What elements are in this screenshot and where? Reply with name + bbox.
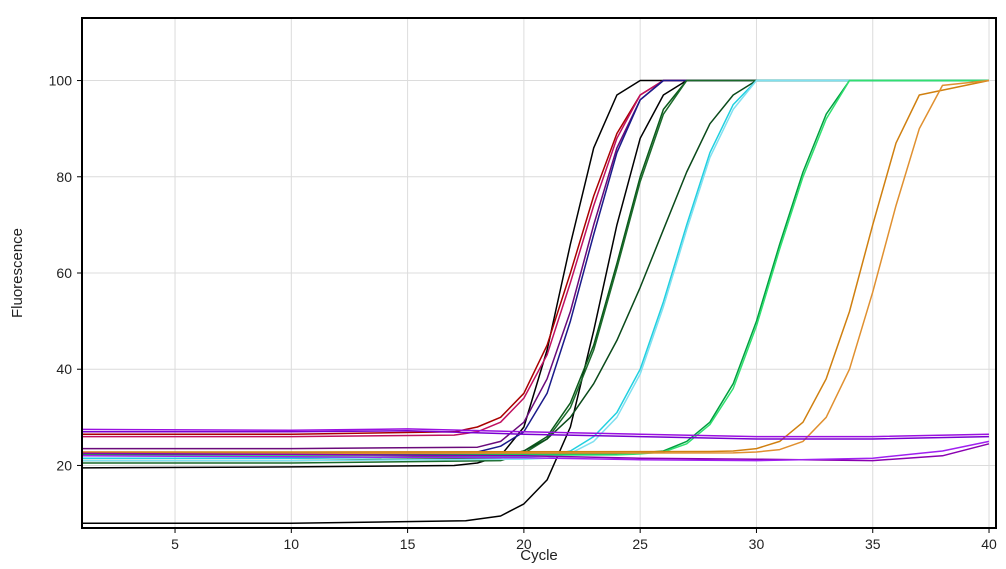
series-line-3 bbox=[82, 79, 989, 435]
series-line-14 bbox=[82, 79, 990, 453]
series-line-18 bbox=[81, 443, 990, 462]
series-line-2 bbox=[81, 79, 989, 469]
series-line-6 bbox=[82, 79, 989, 455]
y-tick-label: 20 bbox=[56, 457, 72, 473]
y-axis-ticks: 20 40 60 80 100 bbox=[49, 73, 82, 473]
x-tick-label: 25 bbox=[632, 536, 648, 552]
x-tick-label: 10 bbox=[284, 536, 300, 552]
series-line-7 bbox=[82, 79, 989, 462]
y-tick-label: 80 bbox=[56, 169, 72, 185]
series-lines bbox=[81, 79, 990, 524]
x-axis-ticks: 5 10 15 20 25 30 35 40 bbox=[171, 528, 997, 552]
plot-frame bbox=[81, 17, 997, 529]
series-line-5 bbox=[82, 79, 989, 450]
y-tick-label: 100 bbox=[49, 73, 73, 89]
series-line-10 bbox=[82, 79, 989, 459]
series-line-4 bbox=[82, 79, 989, 438]
series-line-17 bbox=[81, 428, 990, 438]
series-line-12 bbox=[82, 79, 989, 456]
x-tick-label: 5 bbox=[171, 536, 179, 552]
series-line-13 bbox=[82, 79, 989, 457]
x-tick-label: 20 bbox=[516, 536, 532, 552]
y-axis-title: Fluorescence bbox=[9, 228, 26, 318]
x-axis-title: Cycle bbox=[520, 547, 558, 564]
series-line-1 bbox=[82, 79, 989, 524]
x-tick-label: 35 bbox=[865, 536, 881, 552]
series-line-8 bbox=[82, 79, 989, 464]
x-tick-label: 15 bbox=[400, 536, 416, 552]
y-tick-label: 60 bbox=[56, 265, 72, 281]
x-tick-label: 30 bbox=[749, 536, 765, 552]
series-line-19 bbox=[81, 440, 990, 462]
series-line-15 bbox=[82, 79, 990, 455]
x-tick-label: 40 bbox=[981, 536, 997, 552]
series-line-11 bbox=[82, 79, 989, 462]
series-line-16 bbox=[82, 430, 990, 440]
y-tick-label: 40 bbox=[56, 361, 72, 377]
